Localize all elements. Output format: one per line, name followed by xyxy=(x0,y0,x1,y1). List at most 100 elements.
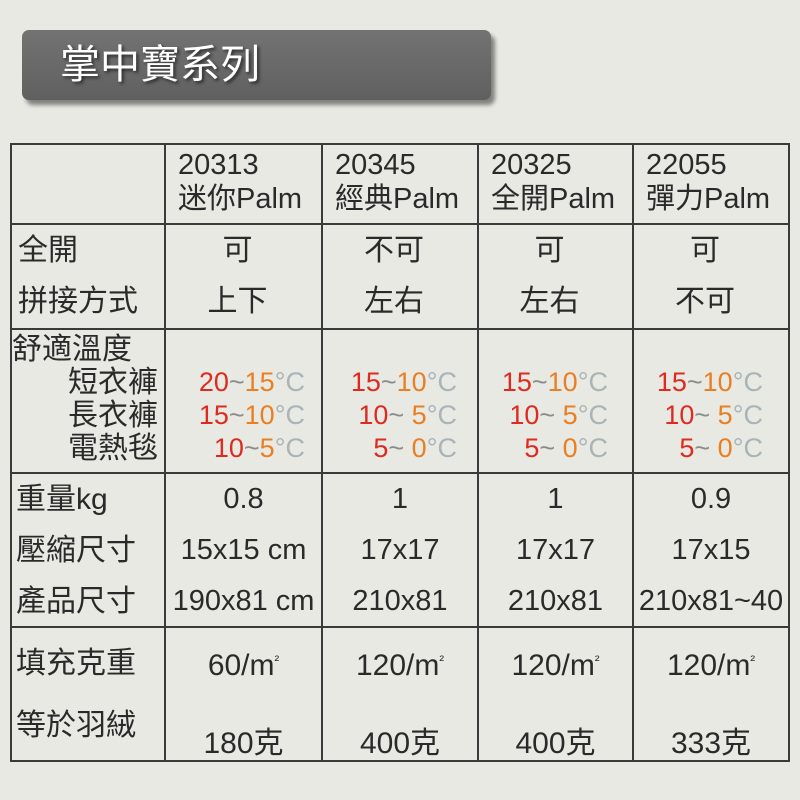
temperature-range: 5~ 0°C xyxy=(634,432,763,465)
product-size-label: 產品尺寸 xyxy=(16,585,136,618)
model-header-row: 20313 迷你Palm 20345 經典Palm 20325 全開Palm 2… xyxy=(12,145,788,225)
temp-to: 10 xyxy=(244,400,275,430)
temp-to: 10 xyxy=(396,367,427,397)
temp-from: 10 xyxy=(358,400,389,430)
temperature-range: 5~ 0°C xyxy=(323,432,457,465)
packed-size-value: 17x17 xyxy=(360,534,440,566)
model-header-cell: 20345 經典Palm xyxy=(323,145,479,223)
temp-unit: °C xyxy=(426,367,457,397)
temp-to: 5 xyxy=(404,400,427,430)
feature-label-cell: 全開 拼接方式 xyxy=(12,225,166,328)
down-equivalent-label: 等於羽絨 xyxy=(16,709,136,742)
temperature-range: 10~5°C xyxy=(166,432,305,465)
temp-from: 5 xyxy=(524,433,540,463)
short-clothes-label: 短衣褲 xyxy=(68,366,158,399)
temp-separator: ~ xyxy=(228,400,245,430)
temp-unit: °C xyxy=(577,433,608,463)
full-open-label: 全開 xyxy=(18,234,78,267)
temp-to: 0 xyxy=(555,433,578,463)
comfort-value-cell: 15~10°C 10~ 5°C 5~ 0°C xyxy=(323,330,479,472)
temp-separator: ~ xyxy=(686,367,703,397)
size-weight-row-group: 重量kg 壓縮尺寸 產品尺寸 0.8 15x15 cm 190x81 cm 1 … xyxy=(12,474,788,628)
fill-value-cell: 60/m² 180克 xyxy=(166,628,323,760)
model-code: 20345 xyxy=(335,149,416,181)
temp-from: 10 xyxy=(213,433,244,463)
size-weight-value-cell: 1 17x17 210x81 xyxy=(479,474,634,626)
fill-weight-value: 60/m² xyxy=(166,629,321,707)
fill-value-cell: 120/m² 400克 xyxy=(479,628,634,760)
temperature-range: 5~ 0°C xyxy=(479,432,608,465)
squared-superscript: ² xyxy=(594,652,600,668)
temp-unit: °C xyxy=(426,400,457,430)
weight-value: 1 xyxy=(391,483,409,515)
temp-unit: °C xyxy=(274,433,305,463)
temp-separator: ~ xyxy=(539,433,556,463)
temp-from: 15 xyxy=(656,367,687,397)
temperature-range: 10~ 5°C xyxy=(479,399,608,432)
feature-value-cell: 可 上下 xyxy=(166,225,323,328)
fill-label-cell: 填充克重 等於羽絨 xyxy=(12,628,166,760)
temp-separator: ~ xyxy=(243,433,260,463)
model-code: 22055 xyxy=(646,149,727,181)
temp-separator: ~ xyxy=(388,433,405,463)
temp-separator: ~ xyxy=(539,400,556,430)
temp-unit: °C xyxy=(274,400,305,430)
temp-from: 15 xyxy=(198,400,229,430)
weight-value: 0.8 xyxy=(223,483,264,515)
size-weight-label-cell: 重量kg 壓縮尺寸 產品尺寸 xyxy=(12,474,166,626)
comfort-temperature-label: 舒適溫度 xyxy=(12,333,132,366)
packed-size-value: 15x15 cm xyxy=(180,534,307,566)
packed-size-label: 壓縮尺寸 xyxy=(16,534,136,567)
fill-weight-amount: 120/m xyxy=(511,649,595,682)
temp-unit: °C xyxy=(577,367,608,397)
fill-weight-amount: 120/m xyxy=(666,649,751,682)
comfort-temperature-row: 舒適溫度 短衣褲 長衣褲 電熱毯 20~15°C 15~10°C 10~5°C … xyxy=(12,330,788,474)
temp-from: 10 xyxy=(664,400,695,430)
model-code: 20325 xyxy=(491,149,572,181)
fill-weight-amount: 60/m xyxy=(207,649,275,682)
temperature-range: 15~10°C xyxy=(479,366,608,399)
fill-weight-value: 120/m² xyxy=(634,629,788,707)
squared-superscript: ² xyxy=(439,652,445,668)
temperature-range: 15~10°C xyxy=(166,399,305,432)
temp-from: 5 xyxy=(679,433,695,463)
fill-value-cell: 120/m² 333克 xyxy=(634,628,788,760)
temp-from: 20 xyxy=(198,367,229,397)
model-header-cell: 20313 迷你Palm xyxy=(166,145,323,223)
temp-separator: ~ xyxy=(228,367,245,397)
model-header-cell: 22055 彈力Palm xyxy=(634,145,788,223)
fill-weight-value: 120/m² xyxy=(323,629,477,707)
size-weight-value-cell: 0.9 17x15 210x81~40 xyxy=(634,474,788,626)
joining-method-label: 拼接方式 xyxy=(18,285,138,318)
packed-size-value: 17x17 xyxy=(515,534,595,566)
temp-to: 10 xyxy=(702,367,733,397)
temp-from: 10 xyxy=(509,400,540,430)
full-open-value: 可 xyxy=(534,234,565,267)
model-code: 20313 xyxy=(178,149,259,181)
down-equivalent-value: 333克 xyxy=(670,727,752,760)
temp-to: 5 xyxy=(555,400,578,430)
temp-unit: °C xyxy=(577,400,608,430)
electric-blanket-label: 電熱毯 xyxy=(68,432,158,465)
comfort-label-cell: 舒適溫度 短衣褲 長衣褲 電熱毯 xyxy=(12,330,166,472)
temp-unit: °C xyxy=(732,367,763,397)
product-size-value: 190x81 cm xyxy=(172,585,315,617)
full-open-value: 可 xyxy=(222,234,253,267)
model-name: 全開Palm xyxy=(491,183,616,215)
temperature-range: 15~10°C xyxy=(323,366,457,399)
temperature-range: 20~15°C xyxy=(166,366,305,399)
fill-weight-value: 120/m² xyxy=(479,629,632,707)
size-weight-value-cell: 1 17x17 210x81 xyxy=(323,474,479,626)
header-corner-cell xyxy=(12,145,166,223)
product-size-value: 210x81 xyxy=(352,585,448,617)
feature-value-cell: 可 不可 xyxy=(634,225,788,328)
temp-to: 10 xyxy=(547,367,578,397)
long-clothes-label: 長衣褲 xyxy=(68,399,158,432)
full-open-value: 可 xyxy=(690,234,720,267)
feature-row-group: 全開 拼接方式 可 上下 不可 左右 可 左右 可 不可 xyxy=(12,225,788,330)
temp-from: 15 xyxy=(350,367,381,397)
temp-separator: ~ xyxy=(694,433,711,463)
temp-separator: ~ xyxy=(388,400,405,430)
joining-method-value: 左右 xyxy=(519,285,580,318)
